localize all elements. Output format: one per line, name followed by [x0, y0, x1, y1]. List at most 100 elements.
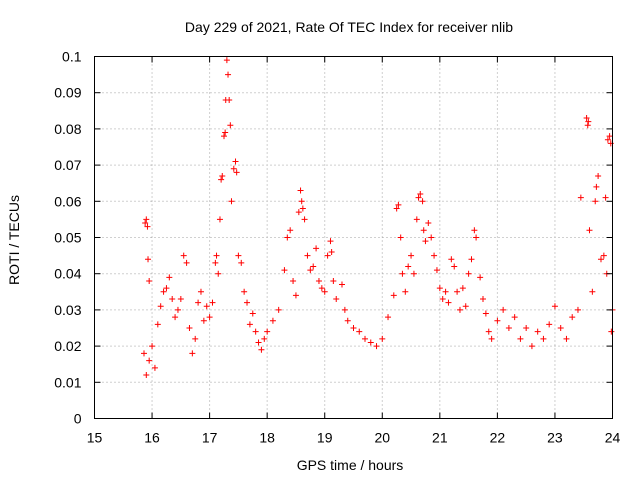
data-point: [341, 306, 348, 313]
data-point: [226, 96, 233, 103]
data-point: [192, 335, 199, 342]
data-point: [431, 252, 438, 259]
y-tick-label: 0.07: [54, 157, 81, 173]
data-point: [344, 317, 351, 324]
data-point: [197, 288, 204, 295]
data-point: [225, 71, 232, 78]
x-tick-label: 20: [374, 430, 390, 446]
data-point: [172, 314, 179, 321]
data-point: [602, 194, 609, 201]
data-point: [439, 296, 446, 303]
data-point: [523, 325, 530, 331]
data-point: [183, 259, 190, 266]
x-tick-label: 18: [259, 430, 275, 446]
data-point: [600, 252, 607, 259]
data-point: [269, 317, 276, 324]
data-point: [420, 227, 427, 234]
data-points: [140, 57, 616, 379]
data-point: [297, 187, 304, 194]
data-point: [292, 292, 299, 299]
data-point: [338, 281, 345, 288]
data-point: [362, 335, 369, 342]
data-point: [275, 306, 282, 313]
data-point: [585, 118, 592, 125]
data-point: [385, 314, 392, 321]
data-point: [209, 299, 216, 306]
data-point: [451, 263, 458, 270]
data-point: [477, 274, 484, 281]
data-point: [238, 259, 245, 266]
data-point: [583, 115, 590, 122]
data-point: [500, 306, 507, 313]
data-point: [324, 252, 331, 259]
axes: 15 16 17 18 19 20 21 22 23 24 0 0.01 0.02 0.03 0.04 0.0…: [54, 49, 620, 446]
grid: [94, 56, 613, 419]
data-point: [597, 256, 604, 263]
data-point: [144, 223, 151, 230]
data-point: [546, 321, 553, 328]
data-point: [454, 288, 461, 295]
data-point: [216, 216, 223, 223]
data-point: [304, 252, 311, 259]
data-point: [145, 256, 152, 263]
data-point: [186, 325, 193, 331]
data-point: [448, 256, 455, 263]
data-point: [459, 285, 466, 292]
plot-frame: [94, 56, 613, 419]
data-point: [299, 205, 306, 212]
y-tick-label: 0.09: [54, 85, 81, 101]
data-point: [402, 288, 409, 295]
data-point: [143, 216, 150, 223]
data-point: [228, 198, 235, 205]
data-point: [146, 277, 153, 284]
y-tick-label: 0.06: [54, 193, 81, 209]
data-point: [310, 263, 317, 270]
data-point: [428, 234, 435, 241]
data-point: [246, 321, 253, 328]
y-tick-label: 0: [74, 411, 82, 427]
data-point: [321, 288, 328, 295]
data-point: [235, 252, 242, 259]
data-point: [203, 303, 210, 310]
data-point: [281, 267, 288, 274]
data-point: [413, 216, 420, 223]
data-point: [462, 303, 469, 310]
data-point: [230, 165, 237, 172]
data-point: [258, 346, 265, 353]
data-point: [215, 270, 222, 277]
data-point: [212, 259, 219, 266]
data-point: [540, 335, 547, 342]
data-point: [419, 198, 426, 205]
data-point: [143, 372, 150, 379]
data-point: [569, 314, 576, 321]
data-point: [465, 270, 472, 277]
data-point: [604, 136, 611, 143]
data-point: [367, 339, 374, 346]
data-point: [328, 248, 335, 255]
x-tick-label: 19: [317, 430, 333, 446]
data-point: [436, 285, 443, 292]
data-point: [264, 328, 271, 335]
data-point: [405, 263, 412, 270]
data-point: [298, 198, 305, 205]
data-point: [482, 310, 489, 317]
data-point: [232, 158, 239, 165]
data-point: [146, 357, 153, 364]
data-point: [606, 133, 613, 140]
data-point: [505, 325, 512, 331]
data-point: [330, 277, 337, 284]
data-point: [287, 227, 294, 234]
data-point: [315, 277, 322, 284]
data-point: [471, 227, 478, 234]
data-point: [445, 299, 452, 306]
x-tick-label: 22: [490, 430, 506, 446]
y-tick-label: 0.04: [54, 266, 81, 282]
data-point: [227, 122, 234, 129]
data-point: [195, 299, 202, 306]
data-point: [151, 364, 158, 371]
data-point: [177, 296, 184, 303]
data-point: [433, 267, 440, 274]
data-point: [249, 310, 256, 317]
data-point: [608, 328, 615, 335]
data-point: [456, 306, 463, 313]
